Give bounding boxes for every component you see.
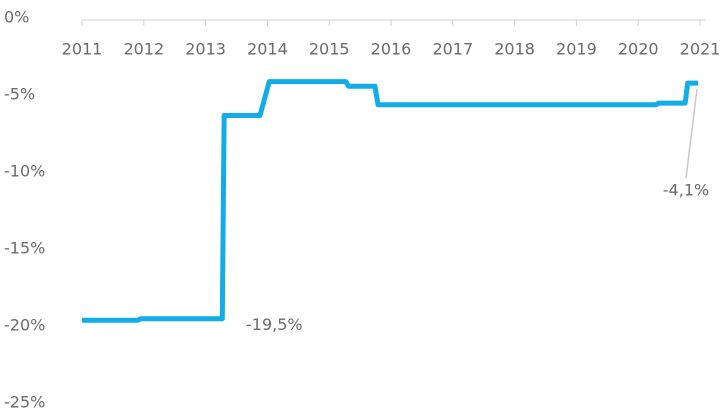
x-tick-label: 2014 xyxy=(247,40,288,59)
x-tick-label: 2018 xyxy=(494,40,535,59)
x-tick-label: 2020 xyxy=(618,40,659,59)
y-tick-label: -20% xyxy=(4,316,45,335)
annotation: -4,1% xyxy=(663,181,709,200)
x-tick-label: 2016 xyxy=(371,40,412,59)
y-tick-label: -10% xyxy=(4,162,45,181)
x-tick-label: 2011 xyxy=(62,40,103,59)
y-tick-label: -5% xyxy=(4,85,35,104)
annotation: -19,5% xyxy=(246,315,303,334)
data-line xyxy=(82,79,699,323)
x-tick-label: 2012 xyxy=(123,40,164,59)
x-tick-label: 2019 xyxy=(556,40,597,59)
x-tick-label: 2017 xyxy=(432,40,473,59)
x-tick-label: 2013 xyxy=(185,40,226,59)
leader-line xyxy=(685,89,698,179)
x-tick-label: 2021 xyxy=(680,40,721,59)
y-tick-label: -15% xyxy=(4,239,45,258)
y-tick-label: 0% xyxy=(4,8,29,27)
y-tick-label: -25% xyxy=(4,393,45,412)
x-tick-label: 2015 xyxy=(309,40,350,59)
